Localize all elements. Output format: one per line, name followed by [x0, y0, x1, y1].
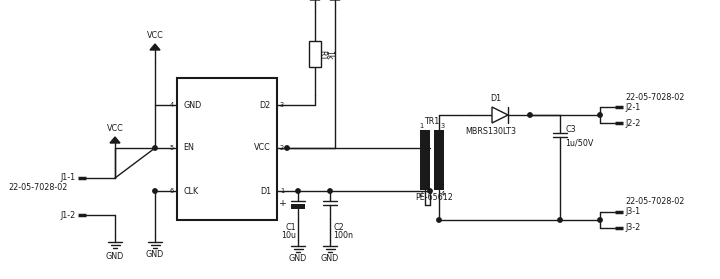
Text: 1u/50V: 1u/50V — [565, 138, 593, 148]
Text: J1-2: J1-2 — [60, 210, 76, 220]
Bar — [434, 130, 444, 190]
Circle shape — [423, 146, 427, 150]
Polygon shape — [150, 44, 160, 50]
Bar — [177, 78, 277, 220]
Text: 2: 2 — [280, 145, 284, 151]
Text: J1-1: J1-1 — [61, 174, 76, 182]
Text: D2: D2 — [260, 100, 271, 109]
Circle shape — [428, 189, 432, 193]
Circle shape — [528, 113, 532, 117]
Text: GND: GND — [183, 100, 202, 109]
Text: VCC: VCC — [107, 124, 123, 133]
Polygon shape — [110, 137, 120, 143]
Text: 1: 1 — [280, 188, 284, 194]
Text: 100n: 100n — [333, 231, 353, 240]
Text: C3: C3 — [565, 126, 575, 134]
Text: 22-05-7028-02: 22-05-7028-02 — [8, 184, 68, 193]
Text: J3-1: J3-1 — [625, 208, 640, 217]
Circle shape — [328, 189, 332, 193]
Text: D1: D1 — [490, 94, 501, 103]
Text: J3-2: J3-2 — [625, 223, 640, 232]
Bar — [309, 40, 321, 66]
Text: J2-2: J2-2 — [625, 119, 640, 128]
Circle shape — [153, 189, 157, 193]
Text: 1k: 1k — [325, 50, 333, 60]
Text: VCC: VCC — [254, 143, 271, 153]
Circle shape — [285, 146, 289, 150]
Text: J2-1: J2-1 — [625, 102, 640, 112]
Text: 3: 3 — [441, 123, 445, 129]
Circle shape — [153, 146, 157, 150]
Bar — [291, 204, 305, 209]
Text: 4: 4 — [441, 191, 445, 197]
Text: 10u: 10u — [281, 231, 296, 240]
Text: VCC: VCC — [147, 31, 163, 40]
Text: .: . — [420, 132, 424, 142]
Text: MBRS130LT3: MBRS130LT3 — [465, 127, 516, 136]
Text: 2: 2 — [419, 191, 423, 197]
Bar — [420, 130, 430, 190]
Text: 4: 4 — [170, 102, 174, 108]
Text: C1: C1 — [285, 223, 296, 232]
Text: C2: C2 — [333, 223, 343, 232]
Text: GND: GND — [106, 252, 124, 261]
Polygon shape — [492, 107, 508, 123]
Text: .: . — [440, 132, 444, 142]
Circle shape — [558, 218, 562, 222]
Circle shape — [296, 189, 300, 193]
Text: EN: EN — [183, 143, 194, 153]
Text: GND: GND — [321, 254, 339, 263]
Text: 22-05-7028-02: 22-05-7028-02 — [625, 93, 685, 102]
Text: 5: 5 — [170, 145, 174, 151]
Text: TR1: TR1 — [424, 117, 440, 126]
Circle shape — [437, 218, 441, 222]
Text: D1: D1 — [260, 186, 271, 196]
Text: 1: 1 — [419, 123, 423, 129]
Text: PE-65612: PE-65612 — [415, 193, 453, 202]
Text: R1: R1 — [318, 50, 326, 61]
Text: GND: GND — [289, 254, 307, 263]
Text: CLK: CLK — [183, 186, 198, 196]
Circle shape — [598, 113, 602, 117]
Text: 22-05-7028-02: 22-05-7028-02 — [625, 198, 685, 206]
Text: 3: 3 — [280, 102, 284, 108]
Text: +: + — [279, 198, 287, 208]
Text: GND: GND — [146, 250, 164, 259]
Circle shape — [598, 218, 602, 222]
Text: 6: 6 — [170, 188, 174, 194]
